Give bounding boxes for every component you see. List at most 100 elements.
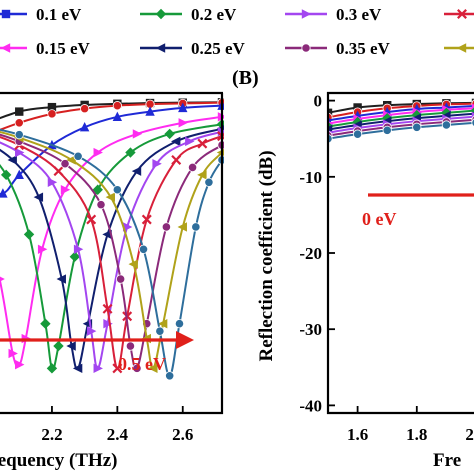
panel-a-series-11-point-10 xyxy=(204,177,214,187)
panel-a-series-7-point-6 xyxy=(93,363,103,374)
panel-a-series-11-point-2 xyxy=(14,130,24,140)
panel-a-ticks: 2.02.22.42.6 xyxy=(41,406,193,444)
legend-label-1: 0.1 eV xyxy=(36,5,82,24)
panel-b-xtick-label-2: 1.8 xyxy=(406,425,427,444)
panel-a-series-9-point-3 xyxy=(60,159,70,169)
panel-a-series-4-point-4 xyxy=(15,359,25,370)
panel-a-series-9-point-7 xyxy=(132,363,142,373)
legend-cropped-marker-1 xyxy=(457,9,467,19)
panel-b-series-5-point-6 xyxy=(470,107,474,114)
panel-b-series-1-point-1 xyxy=(327,108,333,118)
panel-a: 2.02.22.42.6 0.5 eV Frequency (THz) xyxy=(0,91,224,471)
panel-b-series-9-point-3 xyxy=(382,125,392,135)
panel-a-series-4-point-6 xyxy=(37,244,48,254)
panel-a-series-8 xyxy=(0,131,224,374)
panel-a-series-3-point-2 xyxy=(0,188,8,198)
panel-b-xlabel: Fre xyxy=(433,450,461,471)
panel-a-series-2-point-3 xyxy=(47,109,57,119)
panel-a-series-10-point-4 xyxy=(105,192,116,202)
panel-b-annotation: 0 eV xyxy=(362,193,474,229)
panel-a-series-7-point-2 xyxy=(15,147,25,158)
panel-a-series-2 xyxy=(0,98,224,131)
panel-a-series-7-point-9 xyxy=(152,158,162,169)
panel-a-series-3-point-7 xyxy=(145,106,155,116)
panel-a-series-10-point-3 xyxy=(66,155,76,165)
panel-a-series-4-point-10 xyxy=(178,118,188,128)
panel-a-series-2-point-5 xyxy=(112,101,122,111)
panel-a-series-6-point-5 xyxy=(66,341,76,351)
panel-a-series-11-point-8 xyxy=(174,319,185,329)
panel-a-series-8-point-5 xyxy=(102,303,113,314)
panel-a-series-6-point-2 xyxy=(7,155,17,165)
panel-a-xtick-label-3: 2.4 xyxy=(107,425,129,444)
legend-entry-cropped-1 xyxy=(444,9,474,19)
legend-marker-5 xyxy=(155,43,166,53)
panel-a-series-11-point-4 xyxy=(112,185,122,195)
panel-a-series-9-point-5 xyxy=(116,274,126,284)
panel-a-series-6-point-6 xyxy=(72,363,83,374)
panel-a-series-8-point-6 xyxy=(112,363,123,374)
panel-b: 1.6 1.8 2.0 0 -10 -20 -30 -40 0 eV Reflection c… xyxy=(256,92,474,471)
panel-a-series xyxy=(0,98,224,381)
panel-b-ylabel: Reflection coefficient (dB) xyxy=(256,150,277,361)
panel-a-series-5-point-8 xyxy=(92,184,103,195)
legend-cropped-marker-2 xyxy=(456,43,467,53)
panel-b-ytick-label-1: 0 xyxy=(314,92,323,111)
panel-a-series-2-point-4 xyxy=(80,104,90,114)
legend-entry-3: 0.3 eV xyxy=(285,5,382,24)
panel-a-series-4-line xyxy=(0,115,223,367)
panel-b-ticks: 1.6 1.8 2.0 0 -10 -20 -30 -40 xyxy=(299,92,474,444)
panel-a-series-5-point-9 xyxy=(125,147,136,158)
panel-a-series-6-point-9 xyxy=(131,166,142,176)
panel-b-series xyxy=(327,98,474,144)
panel-a-series-9-point-10 xyxy=(187,162,198,173)
panel-a-series-9-point-4 xyxy=(96,200,106,210)
legend-marker-6 xyxy=(301,43,311,53)
panel-a-annotation: 0.5 eV xyxy=(0,331,194,374)
panel-a-series-11 xyxy=(0,128,224,381)
panel-b-label: (B) xyxy=(232,67,259,89)
panel-a-series-4-point-7 xyxy=(60,185,71,195)
panel-a-series-8-point-8 xyxy=(141,214,152,225)
legend: 0.1 eV 0.2 eV 0.3 eV 0.15 eV 0.25 eV 0.35 eV xyxy=(0,5,474,58)
legend-label-6: 0.35 eV xyxy=(336,39,391,58)
legend-entry-2: 0.2 eV xyxy=(140,5,237,24)
panel-a-series-4-point-9 xyxy=(132,129,143,139)
panel-a-series-8-point-3 xyxy=(53,166,64,177)
panel-a-xtick-label-2: 2.2 xyxy=(41,425,62,444)
panel-a-series-5-point-6 xyxy=(53,340,64,352)
panel-a-series-7-point-8 xyxy=(122,222,133,232)
legend-label-2: 0.2 eV xyxy=(191,5,237,24)
legend-entry-cropped-2 xyxy=(444,43,474,53)
panel-a-series-5-point-2 xyxy=(0,169,12,181)
panel-a-series-5-point-4 xyxy=(40,318,51,329)
legend-marker-1 xyxy=(1,9,11,19)
panel-b-xtick-label-3: 2.0 xyxy=(465,425,474,444)
legend-entry-6: 0.35 eV xyxy=(285,39,391,58)
panel-a-series-3-point-8 xyxy=(178,102,188,113)
panel-a-series-4-point-8 xyxy=(93,147,103,158)
panel-a-series-9-point-9 xyxy=(161,222,172,232)
panel-a-series-11-point-7 xyxy=(165,371,175,381)
legend-marker-4 xyxy=(0,43,11,53)
panel-a-series-1-point-3 xyxy=(47,102,57,112)
panel-a-series-11-point-9 xyxy=(191,222,201,232)
panel-a-series-5-point-10 xyxy=(164,128,175,140)
panel-a-series-5 xyxy=(0,119,224,374)
panel-a-series-6-point-3 xyxy=(33,192,44,202)
panel-a-series-6-point-10 xyxy=(171,136,181,147)
panel-a-series-4-point-2 xyxy=(0,276,5,282)
panel-a-series-10-point-5 xyxy=(128,259,138,269)
panel-a-series-3-point-3 xyxy=(14,169,24,180)
panel-a-series-5-point-5 xyxy=(46,363,58,374)
panel-a-series-8-point-9 xyxy=(171,154,182,165)
panel-b-series-9-point-5 xyxy=(441,120,451,130)
panel-a-series-10-point-9 xyxy=(177,222,187,232)
panel-a-series-11-point-3 xyxy=(73,151,83,161)
panel-a-series-5-point-7 xyxy=(69,251,81,262)
panel-a-series-7-point-3 xyxy=(47,177,58,188)
panel-a-arrow-head xyxy=(176,331,194,349)
panel-a-series-8-point-4 xyxy=(86,214,97,225)
panel-a-annotation-label: 0.5 eV xyxy=(118,354,166,374)
